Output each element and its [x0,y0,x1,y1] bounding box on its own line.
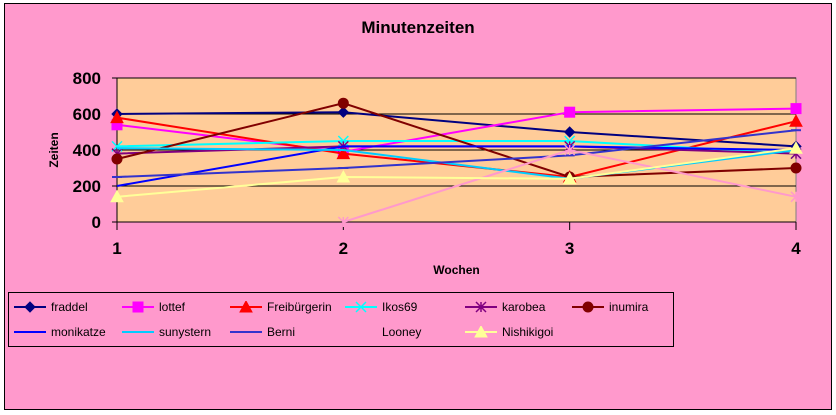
legend-key [14,301,46,313]
legend-marker [582,301,594,313]
series-line-lottef [116,107,797,153]
data-point-freibürgerin [789,114,803,127]
series-line-fraddel [116,111,797,148]
legend-key [572,301,604,313]
legend-item: Nishikigoi [464,322,553,342]
data-point-nishikigoi [562,171,577,185]
legend: fraddel lottef Freibürgerin Ikos69 karobea in… [8,292,674,347]
data-point-ikos69 [564,135,576,147]
legend-label: monikatze [51,325,106,339]
legend-key [465,301,497,313]
legend-key [465,326,497,338]
legend-marker [132,301,144,313]
legend-key [230,301,262,313]
data-point-inumira [337,97,349,109]
legend-key [14,331,46,333]
data-point-nishikigoi [336,169,351,183]
legend-label: Nishikigoi [502,325,554,339]
series-line-monikatze [116,145,797,187]
legend-label: Freibürgerin [267,300,332,314]
legend-marker [24,301,36,313]
legend-item: Looney [344,322,421,342]
legend-key [345,326,377,338]
legend-key [122,301,154,313]
legend-label: Looney [382,325,422,339]
legend-marker [474,326,488,338]
data-point-inumira [111,153,123,165]
legend-item: monikatze [13,322,106,342]
x-axis-title: Wochen [433,263,479,277]
legend-label: fraddel [51,300,88,314]
data-point-freibürgerin [110,110,124,124]
legend-marker [239,301,253,313]
data-point-looney [337,216,349,228]
data-point-ikos69 [337,135,349,147]
x-tick-label: 2 [339,239,348,258]
y-tick-label: 400 [73,141,101,160]
y-axis-title: Zeiten [47,132,61,167]
legend-key [122,331,154,333]
legend-item: lottef [121,297,185,317]
series-line-nishikigoi [116,147,797,198]
y-tick-label: 600 [73,105,101,124]
legend-label: Berni [267,325,296,339]
data-point-inumira [790,162,802,174]
legend-marker [475,301,487,313]
legend-item: karobea [464,297,545,317]
x-tick-label: 1 [112,239,121,258]
legend-item: Berni [229,322,295,342]
legend-item: Freibürgerin [229,297,332,317]
y-tick-label: 0 [92,213,101,232]
data-point-nishikigoi [789,141,803,154]
data-point-nishikigoi [110,189,124,203]
legend-label: Ikos69 [382,300,418,314]
data-point-looney [790,191,802,203]
data-point-lottef [790,103,802,115]
legend-marker [355,301,367,313]
legend-label: inumira [609,300,649,314]
chart-title: Minutenzeiten [361,18,475,37]
data-point-looney [564,144,576,156]
y-tick-label: 200 [73,177,101,196]
legend-key [345,301,377,313]
x-tick-label: 4 [791,239,801,258]
legend-item: inumira [571,297,648,317]
legend-item: sunystern [121,322,211,342]
data-point-freibürgerin [336,146,351,160]
legend-label: sunystern [159,325,212,339]
legend-label: lottef [159,300,186,314]
data-point-fraddel [563,126,576,138]
legend-item: fraddel [13,297,88,317]
data-point-fraddel [337,106,350,118]
legend-item: Ikos69 [344,297,417,317]
y-tick-label: 800 [73,69,101,88]
x-tick-label: 3 [565,239,574,258]
series-line-berni [116,129,797,178]
legend-key [230,331,262,333]
legend-marker [355,326,367,338]
legend-label: karobea [502,300,546,314]
data-point-lottef [564,106,576,118]
